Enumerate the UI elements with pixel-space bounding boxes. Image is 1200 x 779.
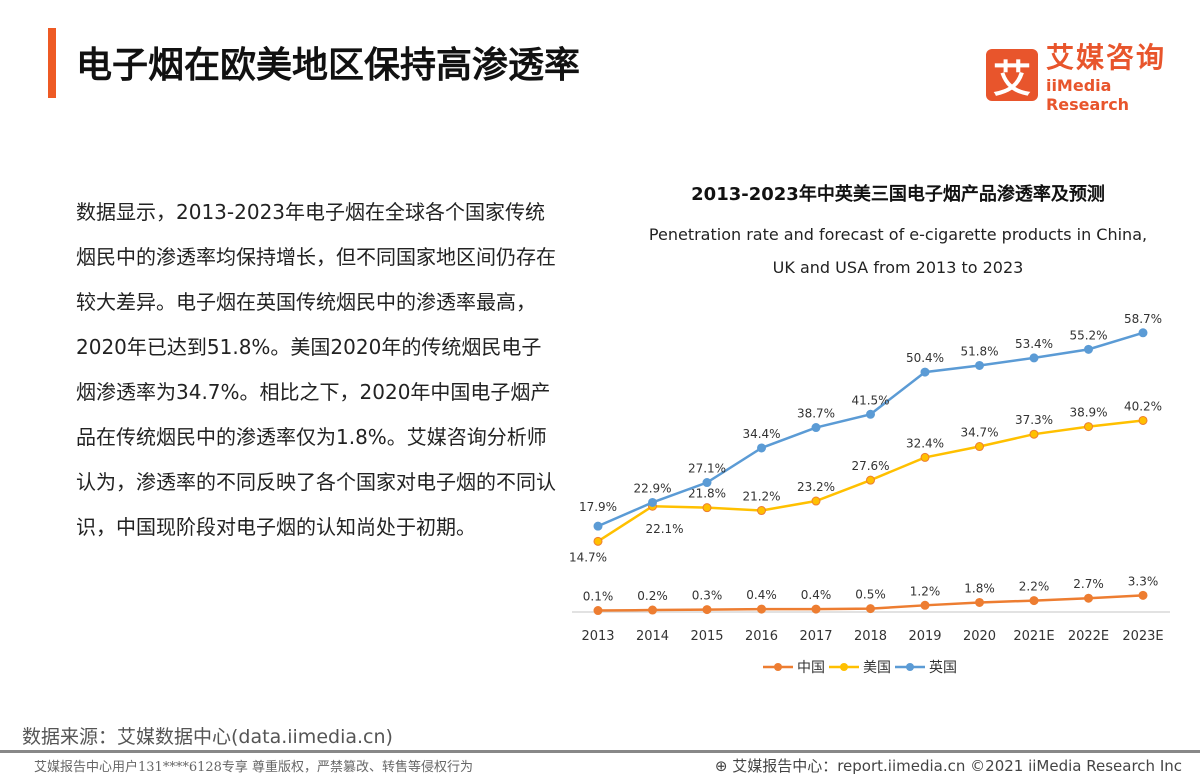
x-tick-label: 2023E [1122, 629, 1163, 644]
x-tick-label: 2019 [908, 629, 941, 644]
data-point [866, 604, 875, 614]
data-label: 1.2% [910, 584, 941, 598]
data-point [1029, 429, 1039, 439]
data-point [920, 367, 930, 377]
data-label: 0.4% [746, 588, 777, 602]
legend-label: 中国 [797, 660, 825, 676]
data-point [811, 423, 821, 433]
data-label: 2.2% [1019, 580, 1050, 594]
legend-label: 美国 [863, 660, 891, 676]
footer-site: ⊕ 艾媒报告中心：report.iimedia.cn ©2021 iiMedia… [715, 755, 1182, 776]
data-label: 38.7% [797, 407, 835, 421]
data-label: 0.2% [637, 589, 668, 603]
legend-marker [774, 663, 782, 671]
x-tick-label: 2020 [963, 629, 996, 644]
data-point [975, 360, 984, 370]
chart-subtitle-1: Penetration rate and forecast of e-cigar… [649, 225, 1147, 244]
data-label: 23.2% [797, 480, 835, 494]
data-point [811, 496, 821, 506]
data-label: 2.7% [1073, 577, 1104, 591]
data-label: 55.2% [1069, 328, 1107, 342]
data-point [1029, 596, 1039, 606]
x-tick-label: 2015 [690, 629, 723, 644]
title-accent-bar [48, 28, 56, 98]
data-label: 21.8% [688, 487, 726, 501]
logo-en: iiMedia Research [1045, 76, 1130, 114]
legend-marker [906, 663, 914, 671]
page-title: 电子烟在欧美地区保持高渗透率 [76, 45, 581, 86]
data-point [1084, 422, 1093, 432]
data-label: 34.7% [960, 426, 998, 440]
logo-mark: 艾 [986, 49, 1038, 101]
chart-title: 2013-2023年中英美三国电子烟产品渗透率及预测 [691, 183, 1105, 205]
data-label: 22.1% [645, 522, 683, 536]
data-label: 3.3% [1128, 574, 1159, 588]
footer-copyright-notice: 艾媒报告中心用户131****6128专享 尊重版权，严禁篡改、转售等侵权行为 [34, 760, 474, 775]
data-label: 34.4% [742, 427, 780, 441]
logo: 艾 艾媒咨询 iiMedia Research [986, 36, 1200, 114]
x-tick-label: 2022E [1068, 629, 1109, 644]
data-point [702, 503, 712, 513]
data-point [757, 443, 766, 453]
data-label: 32.4% [906, 436, 944, 450]
data-point [648, 497, 657, 507]
data-point [866, 475, 875, 485]
data-point [975, 597, 984, 607]
data-point [593, 606, 603, 616]
data-point [866, 409, 875, 419]
globe-icon: ⊕ [714, 757, 733, 775]
data-point [1084, 593, 1093, 603]
data-label: 0.3% [692, 589, 723, 603]
data-label: 37.3% [1015, 413, 1053, 427]
body-text: 数据显示，2013-2023年电子烟在全球各个国家传统烟民中的渗透率均保持增长，… [76, 200, 556, 539]
data-point [1138, 590, 1148, 600]
legend-marker [840, 663, 848, 671]
footer-divider [0, 750, 1200, 753]
legend-label: 英国 [929, 659, 957, 676]
data-source: 数据来源：艾媒数据中心(data.iimedia.cn) [22, 726, 393, 748]
data-label: 41.5% [851, 393, 889, 407]
footer-site-text: 艾媒报告中心：report.iimedia.cn ©2021 iiMedia R… [732, 757, 1182, 775]
data-point [975, 442, 984, 452]
data-label: 51.8% [960, 344, 998, 358]
data-point [593, 521, 603, 531]
x-tick-label: 2013 [581, 629, 614, 644]
x-tick-label: 2017 [799, 629, 832, 644]
logo-cn: 艾媒咨询 [1045, 41, 1166, 74]
data-point [757, 506, 766, 516]
data-point [648, 605, 657, 615]
x-tick-label: 2016 [745, 629, 778, 644]
data-point [757, 604, 766, 614]
data-label: 0.4% [801, 588, 832, 602]
data-point [1084, 344, 1093, 354]
data-point [920, 452, 930, 462]
data-point [1029, 353, 1039, 363]
x-tick-label: 2021E [1013, 629, 1054, 644]
data-label: 27.6% [851, 459, 889, 473]
data-point [920, 600, 930, 610]
data-label: 53.4% [1015, 337, 1053, 351]
data-point [811, 604, 821, 614]
chart-subtitle-2: UK and USA from 2013 to 2023 [773, 258, 1024, 277]
data-label: 0.5% [855, 588, 886, 602]
data-point [702, 605, 712, 615]
data-point [593, 536, 603, 546]
data-label: 40.2% [1124, 399, 1162, 413]
data-point [1138, 328, 1148, 338]
data-label: 0.1% [583, 590, 614, 604]
data-label: 21.2% [742, 490, 780, 504]
data-label: 27.1% [688, 462, 726, 476]
data-label: 38.9% [1069, 406, 1107, 420]
data-label: 22.9% [633, 481, 671, 495]
data-label: 50.4% [906, 351, 944, 365]
data-label: 1.8% [964, 581, 995, 595]
x-tick-label: 2018 [854, 629, 887, 644]
data-label: 14.7% [569, 550, 607, 564]
data-label: 17.9% [579, 500, 617, 514]
data-point [702, 478, 712, 488]
data-point [1138, 415, 1148, 425]
data-label: 58.7% [1124, 312, 1162, 326]
x-tick-label: 2014 [636, 629, 669, 644]
